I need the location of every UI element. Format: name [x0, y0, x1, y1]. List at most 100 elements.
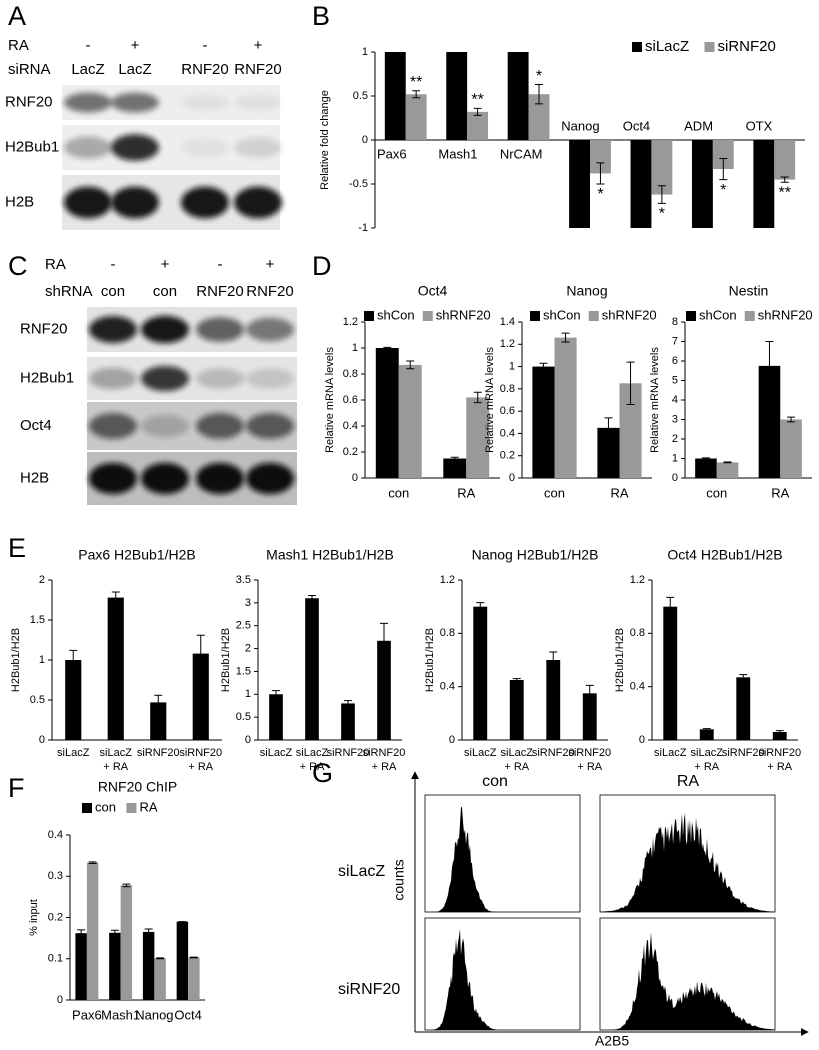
error-bar: [476, 602, 485, 612]
blot-band: [234, 186, 282, 219]
error-bar: [780, 176, 789, 183]
x-tick-label: Oct4: [623, 118, 650, 133]
bar: [582, 693, 597, 740]
significance-label: *: [536, 68, 542, 85]
x-tick-label: Oct4: [174, 1007, 201, 1022]
error-bar: [701, 457, 710, 460]
blot-lane-label: RNF20: [196, 283, 244, 300]
x-tick-label: Pax6: [377, 146, 407, 161]
x-tick-label: + RA: [694, 761, 719, 773]
blot-band: [196, 368, 244, 389]
error-bar: [111, 591, 120, 604]
chart-title: Pax6 H2Bub1/H2B: [78, 547, 196, 563]
bar: [188, 957, 200, 1000]
y-tick-label: 0.5: [353, 90, 368, 102]
bar: [651, 140, 673, 195]
panel-label: F: [8, 773, 25, 803]
x-tick-label: + RA: [300, 761, 325, 773]
blot-band: [141, 365, 189, 392]
flow-column-label: RA: [677, 773, 700, 790]
flow-histogram: [425, 806, 580, 912]
bar: [142, 931, 155, 1000]
blot-row-label: RA: [45, 256, 66, 273]
bar: [736, 677, 751, 740]
y-tick-label: -0.5: [349, 178, 368, 190]
bar: [269, 694, 283, 740]
y-tick-label: 1: [39, 654, 45, 666]
error-bar: [666, 596, 675, 617]
error-bar: [604, 417, 613, 439]
panel-label: G: [312, 758, 333, 788]
x-tick-label: NrCAM: [500, 146, 543, 161]
bar: [154, 958, 166, 1000]
significance-label: **: [410, 74, 422, 91]
bar: [569, 140, 590, 228]
blot-band: [181, 186, 229, 219]
significance-label: **: [471, 92, 483, 109]
bar: [716, 462, 739, 478]
bar: [398, 364, 422, 478]
x-tick-label: siLacZ: [57, 747, 90, 759]
error-bar: [272, 690, 280, 699]
bar: [75, 933, 87, 1000]
y-tick-label: 0.8: [630, 627, 645, 639]
y-tick-label: 0.6: [343, 394, 358, 406]
bar: [509, 680, 524, 740]
bar: [176, 921, 189, 1000]
panel-label: C: [8, 251, 28, 281]
blot-band: [234, 94, 282, 111]
legend-label: shCon: [377, 307, 415, 322]
y-tick-label: 0: [509, 472, 515, 484]
y-tick-label: 5: [672, 374, 678, 386]
y-tick-label: 1.2: [343, 316, 358, 328]
legend-label: shCon: [543, 307, 581, 322]
blot-band-label: RNF20: [20, 320, 68, 337]
blot-row-label: shRNA: [45, 283, 93, 300]
y-tick-label: 0.4: [343, 420, 358, 432]
blot-row-label: siRNA: [8, 61, 51, 78]
error-bar: [787, 416, 796, 423]
x-tick-label: siRNF20: [532, 747, 575, 759]
blot-row-label: RA: [8, 37, 29, 54]
y-tick-label: 0: [245, 734, 251, 746]
blot-band: [196, 413, 244, 439]
error-bar: [473, 391, 482, 404]
panel-label: B: [312, 1, 330, 31]
blot-band: [64, 186, 112, 219]
flow-row-label: siLacZ: [338, 863, 385, 880]
x-tick-label: siLacZ: [464, 747, 497, 759]
x-tick-label: RA: [610, 485, 628, 500]
error-bar: [739, 674, 748, 681]
y-tick-label: 4: [672, 394, 678, 406]
legend-swatch: [704, 42, 715, 52]
blot-band: [89, 316, 137, 343]
y-tick-label: 0.1: [48, 953, 63, 965]
y-tick-label: 3: [672, 413, 678, 425]
blot-band: [89, 462, 137, 495]
error-bar: [765, 341, 774, 391]
error-bar: [412, 90, 421, 99]
bar: [597, 427, 620, 478]
y-tick-label: 2: [672, 433, 678, 445]
y-axis-label: Relative mRNA levels: [484, 347, 496, 453]
bar: [473, 606, 488, 740]
blot-lane-label: +: [161, 256, 170, 273]
bar: [466, 397, 490, 478]
blot-band: [111, 134, 159, 161]
y-tick-label: 2: [39, 574, 45, 586]
bar: [695, 458, 717, 478]
flow-histogram: [600, 932, 775, 1030]
error-bar: [380, 622, 388, 659]
blot-band: [181, 94, 229, 111]
y-tick-label: 3.5: [236, 574, 251, 586]
y-axis-label: H2Bub1/H2B: [424, 628, 436, 692]
legend-label: con: [95, 799, 116, 814]
x-tick-label: + RA: [372, 761, 397, 773]
x-tick-label: Pax6: [72, 1007, 102, 1022]
legend-swatch: [588, 311, 599, 321]
blot-lane-label: -: [218, 256, 223, 273]
bar: [753, 140, 775, 228]
x-tick-label: siRNF20: [568, 747, 611, 759]
chart-title: Mash1 H2Bub1/H2B: [266, 547, 394, 563]
bar: [341, 703, 355, 740]
